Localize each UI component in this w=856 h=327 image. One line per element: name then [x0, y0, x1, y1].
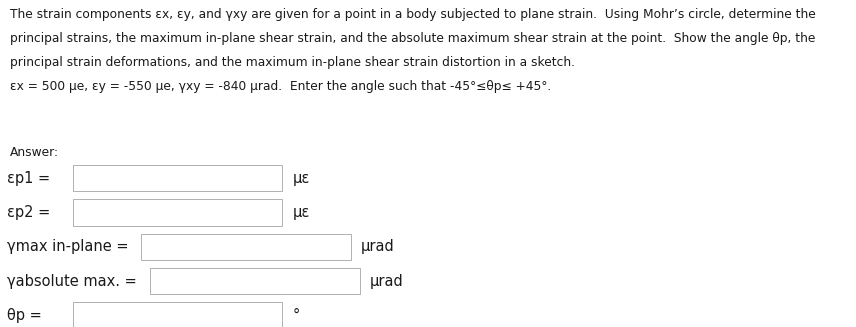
FancyBboxPatch shape [150, 268, 360, 294]
FancyBboxPatch shape [73, 199, 282, 226]
Text: μrad: μrad [370, 274, 403, 289]
Text: εx = 500 μe, εy = -550 μe, γxy = -840 μrad.  Enter the angle such that -45°≤θp≤ : εx = 500 μe, εy = -550 μe, γxy = -840 μr… [10, 80, 551, 93]
Text: principal strain deformations, and the maximum in-plane shear strain distortion : principal strain deformations, and the m… [10, 56, 575, 69]
Text: The strain components εx, εy, and γxy are given for a point in a body subjected : The strain components εx, εy, and γxy ar… [10, 8, 816, 21]
Text: principal strains, the maximum in-plane shear strain, and the absolute maximum s: principal strains, the maximum in-plane … [10, 32, 816, 45]
FancyBboxPatch shape [73, 165, 282, 191]
Text: Answer:: Answer: [10, 146, 59, 159]
Text: μrad: μrad [361, 239, 395, 254]
Text: με: με [293, 205, 310, 220]
FancyBboxPatch shape [73, 302, 282, 327]
Text: θp =: θp = [7, 308, 42, 323]
Text: εp2 =: εp2 = [7, 205, 51, 220]
Text: εp1 =: εp1 = [7, 171, 50, 186]
Text: °: ° [293, 308, 300, 323]
Text: με: με [293, 171, 310, 186]
Text: γabsolute max. =: γabsolute max. = [7, 274, 137, 289]
FancyBboxPatch shape [141, 234, 351, 260]
Text: γmax in-plane =: γmax in-plane = [7, 239, 128, 254]
